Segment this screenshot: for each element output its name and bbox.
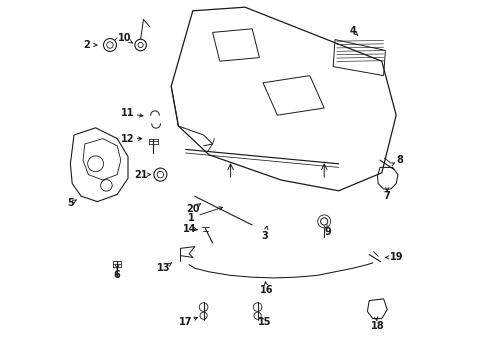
Text: 12: 12 <box>121 134 135 144</box>
Text: 4: 4 <box>350 26 356 36</box>
Text: 3: 3 <box>262 231 268 241</box>
Text: 1: 1 <box>188 213 195 223</box>
Text: 7: 7 <box>384 191 391 201</box>
Text: 2: 2 <box>83 40 90 50</box>
Text: 21: 21 <box>134 170 147 180</box>
Text: 13: 13 <box>157 263 171 273</box>
Text: 5: 5 <box>67 198 74 208</box>
Text: 11: 11 <box>121 108 135 118</box>
Text: 18: 18 <box>371 321 385 331</box>
Text: 8: 8 <box>396 155 403 165</box>
Text: 10: 10 <box>118 33 131 43</box>
Text: 15: 15 <box>258 317 271 327</box>
Text: 17: 17 <box>179 317 193 327</box>
Text: 16: 16 <box>260 285 273 295</box>
Text: 6: 6 <box>114 270 121 280</box>
Text: 9: 9 <box>324 227 331 237</box>
Text: 14: 14 <box>182 224 196 234</box>
Text: 19: 19 <box>390 252 403 262</box>
Text: 20: 20 <box>186 204 199 214</box>
